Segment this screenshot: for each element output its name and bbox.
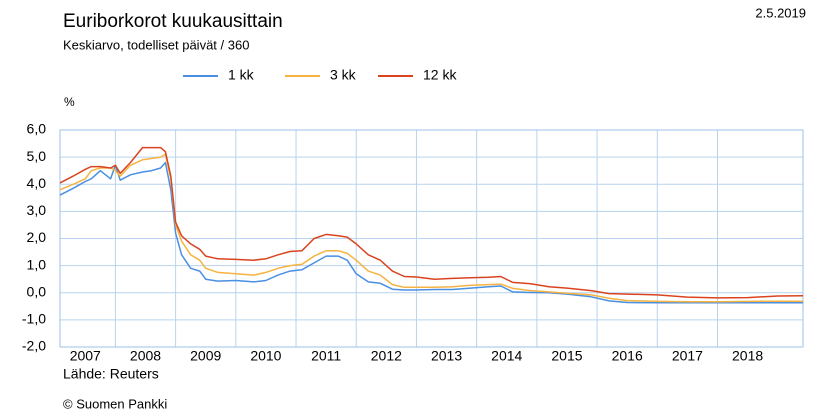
data-line bbox=[59, 146, 804, 299]
y-tick-label: 1,0 bbox=[27, 256, 47, 272]
data-line bbox=[59, 153, 803, 303]
y-tick-label: 4,0 bbox=[27, 175, 47, 191]
y-tick-label: 5,0 bbox=[27, 148, 47, 164]
x-tick-label: 2011 bbox=[311, 348, 341, 364]
x-tick-label: 2016 bbox=[612, 348, 643, 364]
x-tick-label: 2013 bbox=[431, 348, 462, 364]
legend-label: 3 kk bbox=[330, 67, 357, 83]
y-tick-label: 0,0 bbox=[27, 283, 47, 299]
y-tick-label: -2,0 bbox=[22, 338, 46, 354]
data-line bbox=[59, 161, 803, 304]
y-tick-label: 2,0 bbox=[27, 229, 47, 245]
x-tick-label: 2007 bbox=[70, 348, 101, 364]
chart-title: Euriborkorot kuukausittain bbox=[63, 11, 283, 32]
y-tick-label: 6,0 bbox=[27, 121, 47, 137]
x-tick-label: 2015 bbox=[551, 348, 582, 364]
legend-label: 1 kk bbox=[228, 67, 255, 83]
plot-border bbox=[59, 129, 804, 348]
date: 2.5.2019 bbox=[755, 5, 806, 20]
y-tick-label: 3,0 bbox=[27, 202, 47, 218]
y-tick-label: -1,0 bbox=[22, 311, 46, 327]
x-tick-label: 2008 bbox=[130, 348, 161, 364]
x-tick-label: 2012 bbox=[371, 348, 402, 364]
x-tick-label: 2018 bbox=[732, 348, 763, 364]
x-tick-label: 2014 bbox=[491, 348, 522, 364]
x-tick-label: 2010 bbox=[250, 348, 281, 364]
x-tick-label: 2009 bbox=[190, 348, 221, 364]
y-unit: % bbox=[64, 95, 75, 109]
copyright: © Suomen Pankki bbox=[63, 396, 167, 411]
source: Lähde: Reuters bbox=[63, 366, 159, 382]
chart-subtitle: Keskiarvo, todelliset päivät / 360 bbox=[63, 37, 249, 52]
x-tick-label: 2017 bbox=[672, 348, 703, 364]
legend-label: 12 kk bbox=[423, 67, 457, 83]
